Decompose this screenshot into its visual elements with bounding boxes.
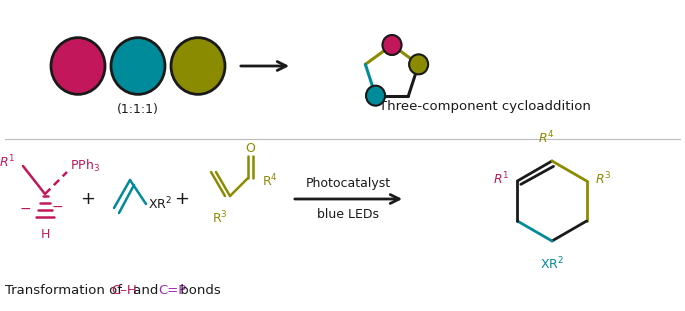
Text: +: + — [81, 190, 95, 208]
Text: +: + — [175, 190, 190, 208]
Text: H: H — [40, 228, 50, 240]
Text: R$^3$: R$^3$ — [212, 210, 228, 226]
Ellipse shape — [382, 35, 401, 55]
Text: $R^1$: $R^1$ — [493, 171, 510, 187]
Ellipse shape — [111, 38, 165, 94]
Text: bonds: bonds — [176, 285, 221, 298]
Text: $R^4$: $R^4$ — [538, 129, 554, 146]
Text: blue LEDs: blue LEDs — [317, 208, 379, 221]
Text: C–H: C–H — [111, 285, 137, 298]
Text: C=P: C=P — [158, 285, 186, 298]
Ellipse shape — [409, 54, 428, 74]
Text: PPh$_3$: PPh$_3$ — [70, 158, 100, 174]
Ellipse shape — [51, 38, 105, 94]
Ellipse shape — [171, 38, 225, 94]
Text: O: O — [245, 142, 255, 156]
Text: R$^4$: R$^4$ — [262, 173, 278, 189]
Text: −: − — [19, 202, 31, 216]
Text: Three-component cycloaddition: Three-component cycloaddition — [379, 100, 591, 113]
Text: Photocatalyst: Photocatalyst — [306, 177, 390, 189]
Ellipse shape — [366, 86, 385, 106]
Text: −: − — [51, 200, 63, 214]
Text: and: and — [129, 285, 162, 298]
Text: XR$^2$: XR$^2$ — [540, 256, 564, 273]
Text: $R^3$: $R^3$ — [595, 171, 611, 187]
Text: Transformation of: Transformation of — [5, 285, 126, 298]
Text: XR$^2$: XR$^2$ — [148, 196, 172, 212]
Text: $R^1$: $R^1$ — [0, 154, 15, 170]
Text: (1:1:1): (1:1:1) — [117, 103, 159, 115]
